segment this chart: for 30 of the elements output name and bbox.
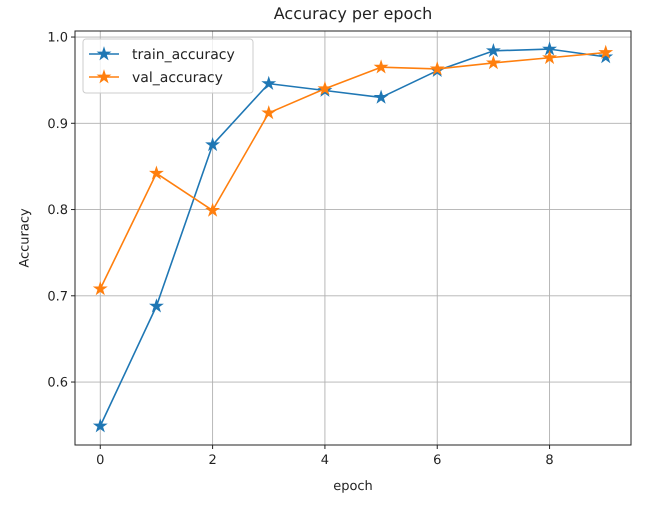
x-tick-label: 4: [320, 453, 330, 468]
point: [486, 44, 500, 57]
y-tick-label: 0.7: [47, 289, 68, 304]
point: [94, 419, 107, 432]
y-tick-label: 0.6: [47, 376, 68, 391]
y-tick-label: 0.9: [47, 116, 68, 132]
y-axis-title: Accuracy: [18, 208, 33, 268]
y-tick-label: 1.0: [47, 30, 68, 46]
x-tick-label: 0: [96, 453, 104, 468]
legend-label: val_accuracy: [132, 70, 223, 86]
chart-title: Accuracy per epoch: [274, 4, 432, 23]
point: [374, 60, 388, 73]
point: [542, 42, 556, 55]
x-axis-title: epoch: [333, 479, 373, 494]
point: [206, 138, 220, 151]
point: [206, 203, 220, 216]
x-tick-label: 2: [208, 453, 217, 468]
point: [94, 282, 107, 295]
point: [150, 166, 164, 180]
point: [599, 46, 612, 58]
point: [262, 76, 276, 90]
point: [374, 90, 388, 104]
x-tick-label: 6: [433, 453, 442, 468]
y-tick-label: 0.8: [47, 203, 68, 218]
point: [542, 50, 556, 64]
point: [486, 56, 500, 69]
point: [150, 299, 164, 312]
legend-label: train_accuracy: [132, 46, 235, 63]
point: [262, 106, 276, 119]
x-tick-label: 8: [545, 453, 554, 468]
